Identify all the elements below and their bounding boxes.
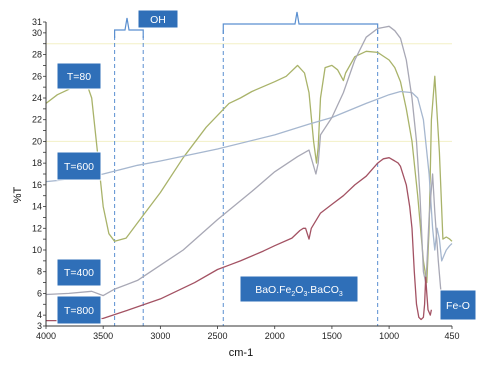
y-tick-label: 8 [37,267,42,277]
x-tick-labels: 4000 3500 3000 2500 2000 1500 1000 450 [36,326,460,341]
y-tick-label: 12 [32,223,42,233]
svg-text:OH: OH [150,14,166,26]
x-tick-label: 2000 [265,331,285,341]
y-tick-label: 4 [37,310,42,320]
y-tick-label: 28 [32,50,42,60]
y-tick-label: 3 [37,321,42,331]
series-label-t400: T=400 [57,259,101,286]
oh-label: OH [138,10,178,28]
x-tick-label: 1500 [322,331,342,341]
svg-text:T=600: T=600 [64,161,94,173]
series-label-t80: T=80 [57,63,101,89]
y-tick-label: 14 [32,202,42,212]
x-axis-title: cm-1 [229,347,253,359]
series-label-t600: T=600 [57,152,101,180]
series-label-t800: T=800 [57,296,101,324]
x-tick-label: 3000 [150,331,170,341]
y-tick-label: 20 [32,136,42,146]
y-tick-label: 24 [32,93,42,103]
x-tick-label: 1000 [379,331,399,341]
y-tick-label: 22 [32,115,42,125]
bao-fe2o3-baco3-label: BaO.Fe2O3.BaCO3 [240,276,358,302]
y-tick-label: 10 [32,245,42,255]
svg-text:T=80: T=80 [67,71,91,83]
y-tick-label: 26 [32,71,42,81]
y-tick-label: 16 [32,180,42,190]
svg-text:Fe-O: Fe-O [446,300,470,312]
fe-o-label: Fe-O [440,290,476,320]
y-tick-label: 31 [32,17,42,27]
x-tick-label: 3500 [93,331,113,341]
svg-text:T=400: T=400 [64,267,94,279]
svg-text:T=800: T=800 [64,305,94,317]
x-tick-label: 450 [444,331,459,341]
y-axis-title: %T [12,186,24,203]
x-tick-label: 2500 [208,331,228,341]
x-tick-label: 4000 [36,331,56,341]
y-tick-label: 30 [32,28,42,38]
y-tick-label: 18 [32,158,42,168]
svg-text:BaO.Fe2O3.BaCO3: BaO.Fe2O3.BaCO3 [255,284,343,298]
y-tick-label: 6 [37,288,42,298]
